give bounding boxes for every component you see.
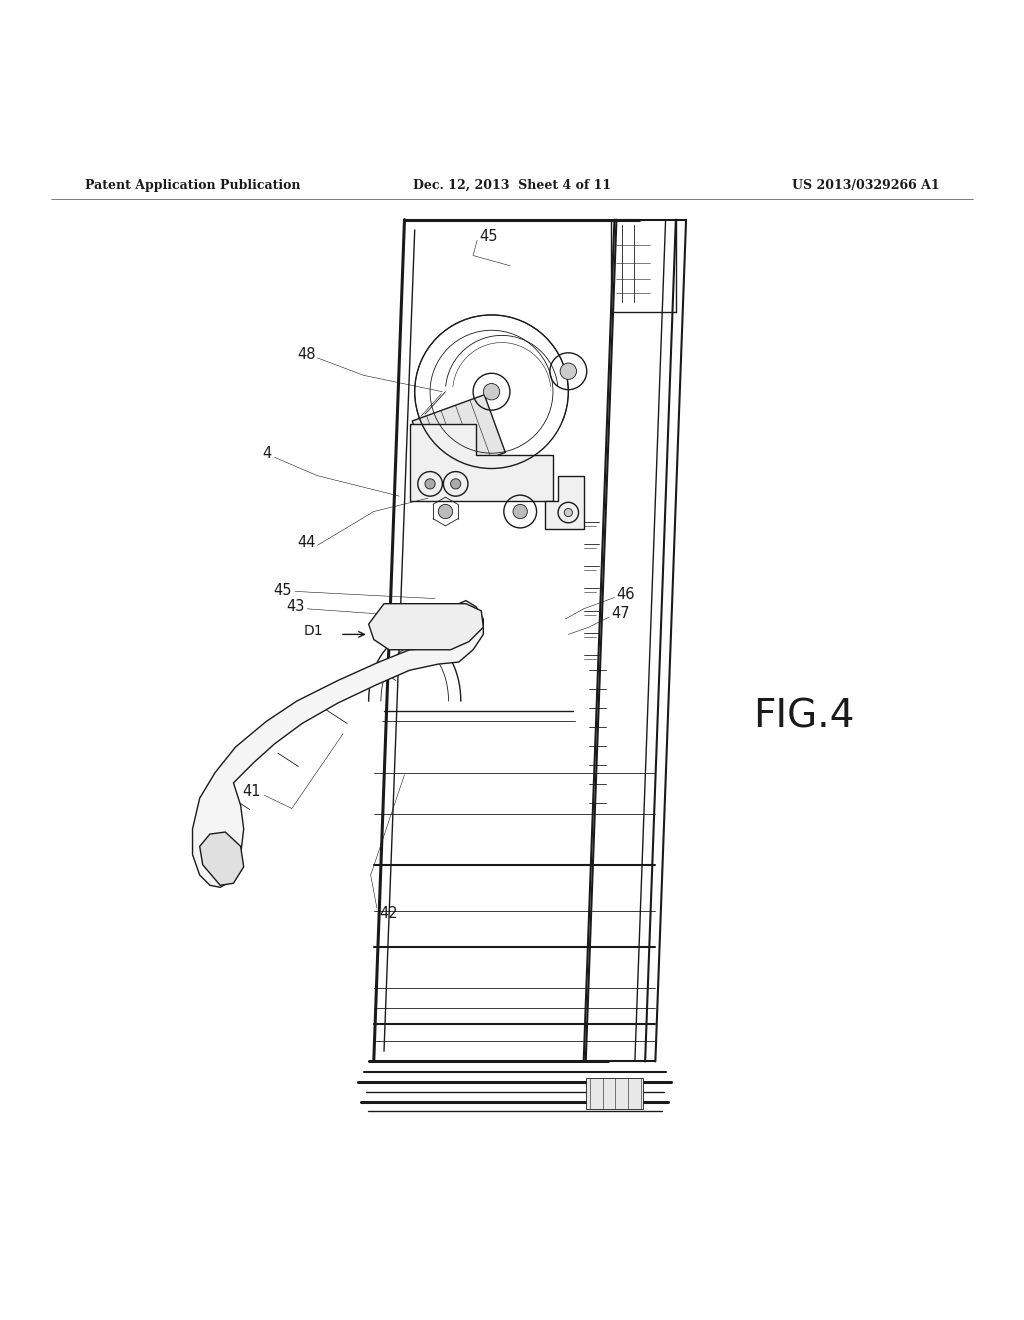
Polygon shape (369, 603, 483, 649)
Polygon shape (200, 832, 244, 886)
Text: 4: 4 (262, 446, 271, 461)
Text: 41: 41 (243, 784, 261, 799)
Circle shape (560, 363, 577, 379)
Polygon shape (413, 395, 505, 479)
Text: 43: 43 (287, 599, 305, 614)
Polygon shape (545, 475, 584, 529)
Circle shape (425, 479, 435, 488)
Text: 46: 46 (616, 587, 635, 602)
Polygon shape (193, 601, 483, 887)
Text: 47: 47 (611, 606, 630, 622)
Circle shape (483, 384, 500, 400)
Text: 42: 42 (379, 907, 397, 921)
Text: 45: 45 (479, 228, 498, 244)
Text: 45: 45 (273, 583, 292, 598)
Circle shape (438, 504, 453, 519)
Circle shape (564, 508, 572, 516)
Circle shape (451, 479, 461, 488)
Text: US 2013/0329266 A1: US 2013/0329266 A1 (793, 180, 940, 191)
Circle shape (513, 504, 527, 519)
Polygon shape (410, 425, 553, 502)
Text: Dec. 12, 2013  Sheet 4 of 11: Dec. 12, 2013 Sheet 4 of 11 (413, 180, 611, 191)
Text: Patent Application Publication: Patent Application Publication (85, 180, 300, 191)
Text: D1: D1 (304, 624, 324, 639)
Text: 44: 44 (297, 535, 315, 549)
Text: 48: 48 (297, 347, 315, 363)
Bar (586, 1078, 643, 1109)
Text: FIG.4: FIG.4 (753, 697, 854, 735)
